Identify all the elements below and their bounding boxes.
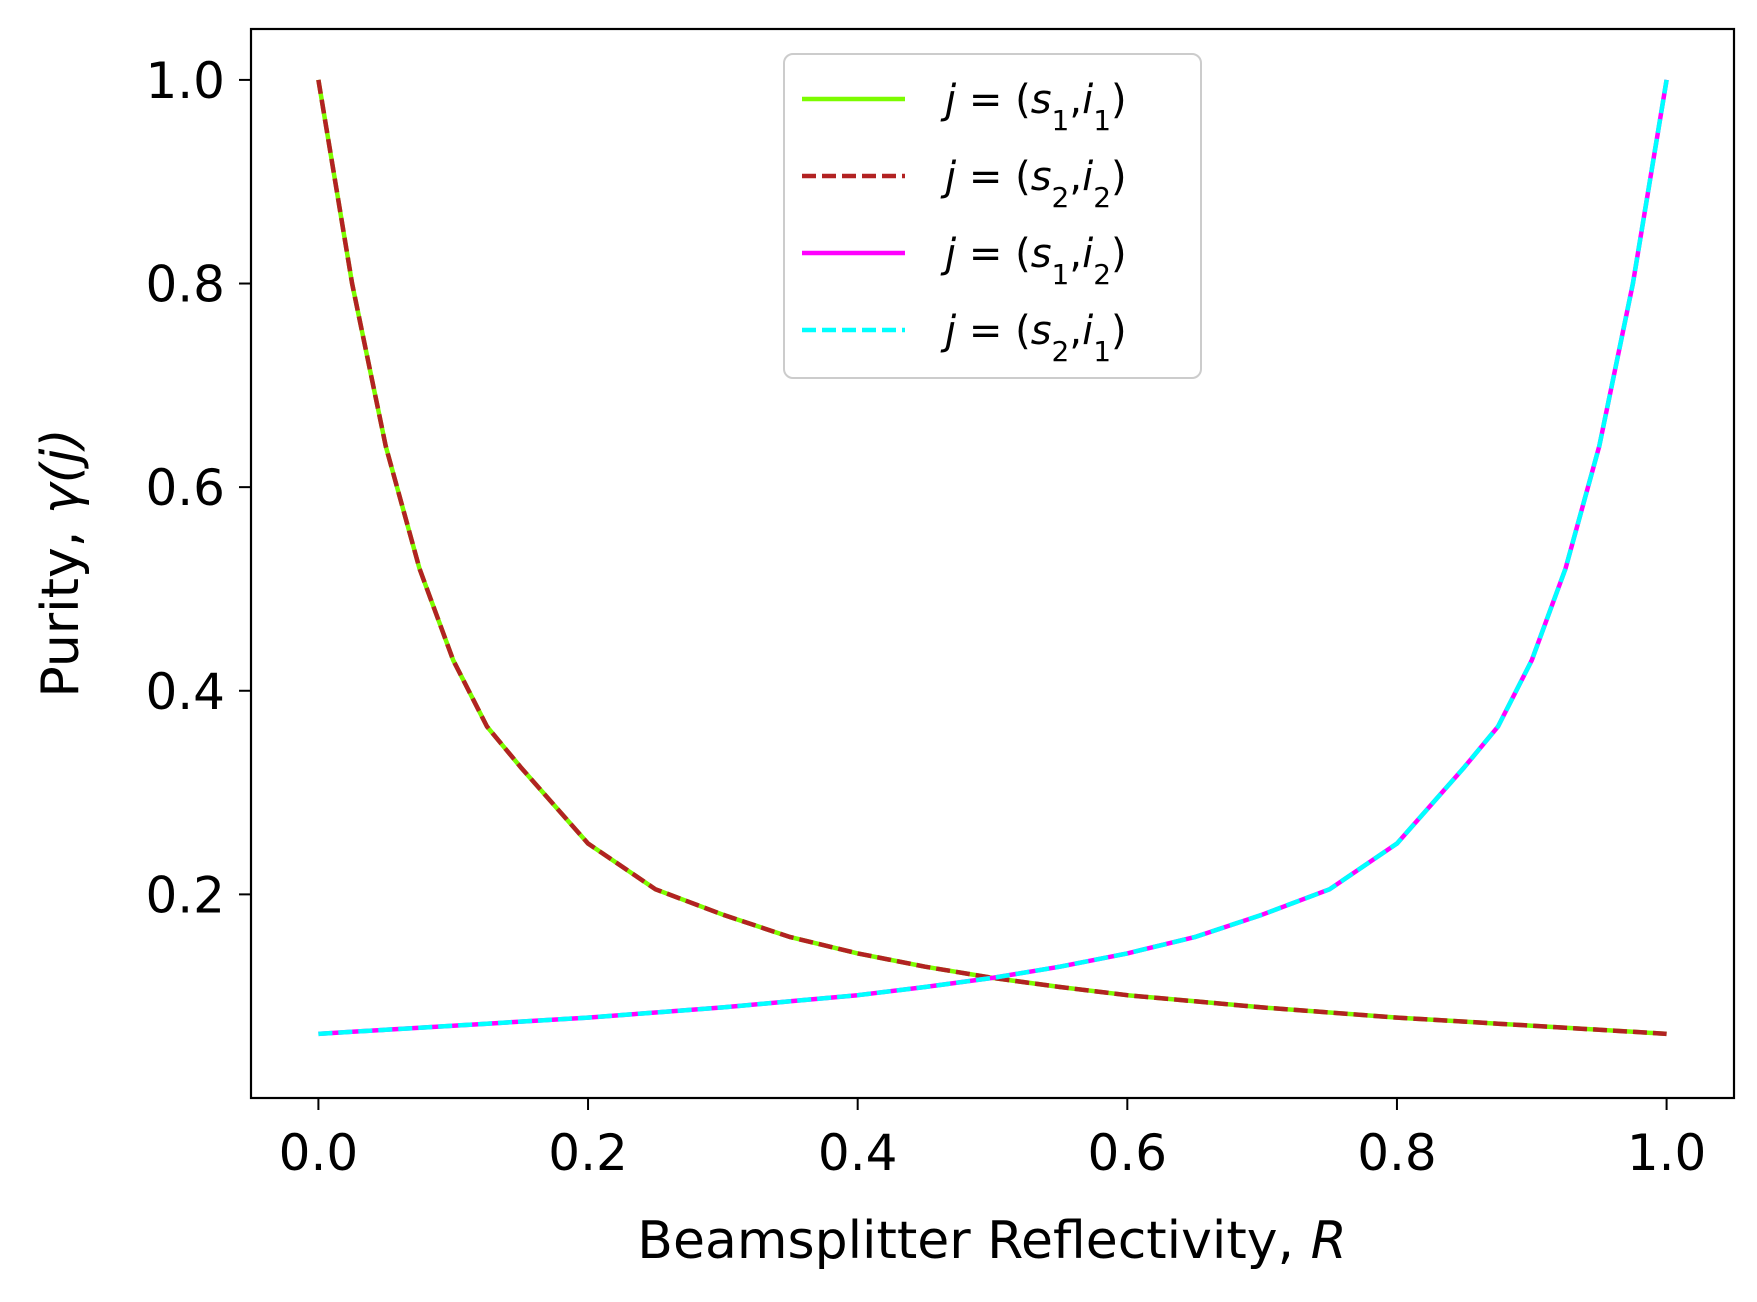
axes-frame [249, 27, 1736, 1100]
y-axis-label: Purity, γ(j) [31, 428, 91, 697]
y-tick-label: 1.0 [145, 52, 225, 110]
x-tick-label: 0.6 [1088, 1124, 1168, 1182]
y-tick-label: 0.6 [145, 459, 225, 517]
x-tick-label: 0.2 [548, 1124, 628, 1182]
legend-label-1: j = (s1,i1) [940, 77, 1127, 137]
x-axis: 0.0 0.2 0.4 0.6 0.8 1.0 [279, 1098, 1707, 1182]
legend-label-2: j = (s2,i2) [940, 154, 1127, 214]
y-tick-label: 0.2 [145, 866, 225, 924]
x-tick-label: 1.0 [1627, 1124, 1707, 1182]
y-tick-label: 0.4 [145, 663, 225, 721]
series-line-4 [318, 79, 1669, 1037]
series-line-2 [316, 79, 1667, 1037]
legend: j = (s1,i1) j = (s2,i2) j = (s1,i2) j = (s2… [783, 53, 1202, 379]
y-axis: 0.2 0.4 0.6 0.8 1.0 [145, 52, 251, 924]
plot-area [316, 79, 1669, 1037]
x-tick-label: 0.8 [1357, 1124, 1437, 1182]
legend-label-4: j = (s2,i1) [940, 308, 1127, 368]
x-tick-label: 0.4 [818, 1124, 898, 1182]
x-tick-label: 0.0 [279, 1124, 359, 1182]
legend-label-3: j = (s1,i2) [940, 231, 1127, 291]
x-axis-label: Beamsplitter Reflectivity, R [637, 1211, 1346, 1271]
legend-box [783, 53, 1202, 379]
y-tick-label: 0.8 [145, 256, 225, 314]
